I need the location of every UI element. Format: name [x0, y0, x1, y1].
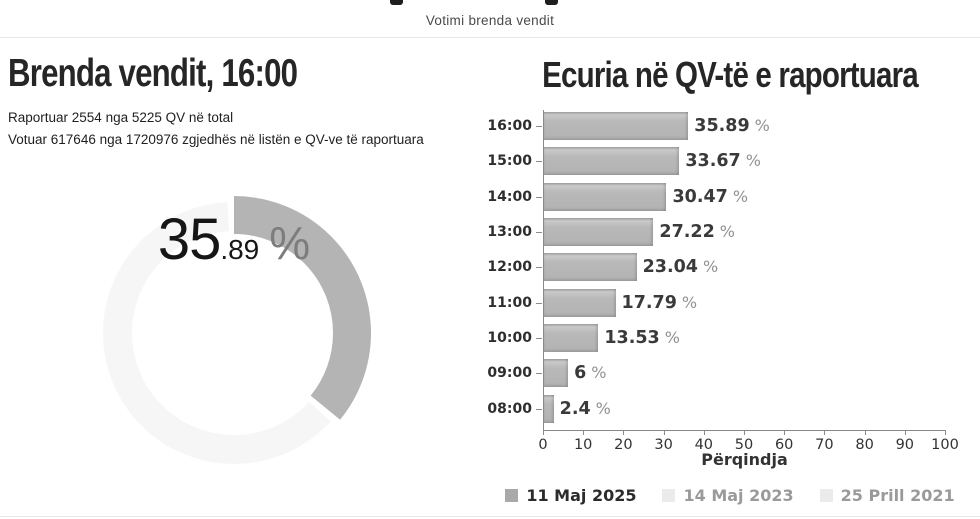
y-axis-tick — [536, 196, 542, 198]
donut-percent-sign: % — [269, 217, 311, 269]
bar — [544, 394, 554, 423]
y-axis-label: 08:00 — [487, 400, 532, 417]
legend-item[interactable]: 14 Maj 2023 — [662, 485, 794, 505]
x-axis-tick-label: 20 — [614, 437, 633, 453]
bar-value-label: 27.22% — [659, 222, 735, 243]
bar-row: 08:00 2.4% — [487, 394, 946, 423]
y-axis-tick — [536, 267, 542, 269]
donut-track-ring — [103, 202, 365, 464]
x-axis-tick-label: 100 — [931, 437, 959, 453]
x-axis-line: 0 10 20 30 40 50 60 70 80 90 100 — [538, 430, 959, 453]
bar-plot: 16:00 35.89% 15:00 33.67% 14:00 30.47% 13:00 27… — [487, 110, 946, 430]
x-axis-tick-label: 60 — [774, 437, 794, 453]
x-axis-tick-label: 70 — [815, 437, 834, 453]
y-axis-label: 09:00 — [487, 365, 532, 382]
x-axis-tick-label: 0 — [538, 437, 548, 453]
donut-progress-arc — [97, 196, 371, 470]
donut-center-value: 35 .89 % — [94, 206, 374, 486]
bar-value-label: 30.47% — [672, 186, 749, 207]
bar-value-label: 23.04% — [642, 257, 719, 278]
y-axis-label: 12:00 — [487, 259, 532, 276]
bar-row: 16:00 35.89% — [487, 112, 946, 140]
donut-chart — [97, 196, 371, 470]
x-axis-tick — [945, 431, 946, 435]
y-axis-label: 16:00 — [487, 118, 532, 134]
x-axis-tick-label: 80 — [855, 437, 874, 453]
bar — [544, 324, 599, 353]
legend-item[interactable]: 25 Prill 2021 — [819, 485, 955, 505]
chart-legend: 11 Maj 2025 14 Maj 2023 25 Prill 2021 — [480, 482, 980, 508]
x-axis-tick-label: 50 — [734, 437, 754, 453]
y-axis-tick — [536, 373, 542, 375]
legend-marker-icon — [819, 488, 833, 502]
y-axis-line — [543, 110, 544, 430]
y-axis-label: 10:00 — [487, 330, 532, 347]
legend-label: 14 Maj 2023 — [683, 485, 794, 505]
bar-row: 14:00 30.47% — [487, 182, 946, 211]
legend-label: 25 Prill 2021 — [840, 485, 955, 505]
y-axis-tick — [536, 338, 542, 340]
x-axis-tick — [703, 431, 705, 435]
legend-marker-icon — [505, 488, 519, 502]
legend-label: 11 Maj 2025 — [526, 485, 637, 505]
cropped-title-fragment — [390, 0, 403, 5]
summary-stat-qv: Raportuar 2554 nga 5225 QV në total — [8, 110, 234, 125]
bar-value-label: 17.79% — [621, 292, 698, 313]
x-axis-tick — [663, 431, 665, 435]
bar-value-label: 6% — [574, 363, 607, 384]
bar-value-label: 35.89% — [694, 116, 770, 136]
bar-row: 09:00 6% — [487, 359, 946, 388]
bar-chart-title: Ecuria në QV-të e raportuara — [542, 54, 919, 95]
y-axis-tick — [536, 126, 542, 127]
bar-value-label: 13.53% — [604, 328, 680, 349]
y-axis-tick — [536, 302, 542, 304]
bar — [544, 218, 654, 247]
bar-row: 11:00 17.79% — [487, 288, 946, 317]
x-axis-tick-label: 30 — [654, 437, 673, 453]
bar-value-label: 33.67% — [685, 151, 761, 172]
x-axis-tick — [744, 431, 745, 435]
x-axis-tick-label: 10 — [573, 437, 593, 453]
cropped-title-fragment — [545, 0, 558, 5]
x-axis-tick — [904, 431, 906, 435]
bar-row: 10:00 13.53% — [487, 324, 946, 353]
donut-value-integer: 35 — [157, 207, 222, 272]
bar-value-label: 2.4% — [559, 398, 611, 419]
header-divider — [0, 37, 980, 38]
x-axis-tick — [784, 431, 786, 435]
legend-marker-icon — [662, 488, 676, 502]
page-subtitle: Votimi brenda vendit — [425, 13, 555, 28]
y-axis-tick — [536, 408, 542, 410]
y-axis-tick — [536, 161, 542, 163]
bar — [544, 147, 680, 176]
bar-row: 15:00 33.67% — [487, 147, 946, 176]
bar — [544, 288, 616, 317]
footer-divider — [0, 516, 980, 517]
bar-row: 12:00 23.04% — [487, 253, 946, 282]
x-axis-tick — [824, 431, 826, 435]
y-axis-tick — [536, 232, 542, 234]
legend-item[interactable]: 11 Maj 2025 — [505, 486, 636, 505]
x-axis-tick-label: 40 — [694, 437, 714, 453]
x-axis-tick-label: 90 — [895, 437, 915, 453]
y-axis-label: 14:00 — [487, 188, 532, 205]
bar — [544, 359, 569, 388]
y-axis-label: 13:00 — [487, 224, 532, 241]
bar-row: 13:00 27.22% — [487, 218, 946, 247]
x-axis-tick — [623, 431, 625, 435]
y-axis-label: 15:00 — [487, 153, 532, 170]
summary-stat-voters: Votuar 617646 nga 1720976 zgjedhës në li… — [8, 132, 424, 147]
bar — [544, 253, 637, 282]
summary-title: Brenda vendit, 16:00 — [8, 52, 298, 95]
x-axis-tick — [864, 431, 866, 435]
x-axis-tick — [543, 431, 544, 435]
donut-value-decimal: .89 — [220, 234, 260, 265]
x-axis-tick — [583, 431, 585, 435]
bar — [544, 112, 689, 140]
x-axis-title: Përqindja — [701, 450, 788, 469]
bar — [544, 182, 667, 211]
y-axis-label: 11:00 — [487, 294, 532, 311]
